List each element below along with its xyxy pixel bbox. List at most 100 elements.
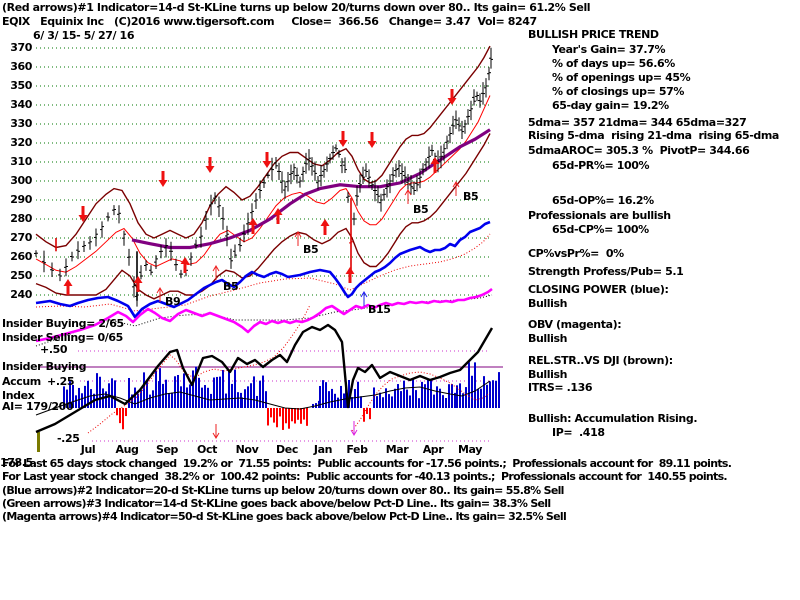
date-range: 6/ 3/ 15- 5/ 27/ 16 bbox=[33, 29, 135, 42]
right-panel-line-12: 65d-CP%= 100% bbox=[552, 223, 649, 236]
signal-arrow-up bbox=[63, 279, 73, 286]
left-label-7: AI= 179/200 bbox=[2, 400, 74, 413]
right-panel-line-3: % of openings up= 45% bbox=[552, 71, 691, 84]
signal-arrow-up bbox=[345, 267, 355, 274]
y-axis-label-300: 300 bbox=[10, 174, 32, 187]
right-panel-line-23: IP= .418 bbox=[552, 426, 605, 439]
y-axis-label-260: 260 bbox=[10, 250, 32, 263]
signal-arrow-down bbox=[367, 141, 377, 148]
b-signal-label-0: B9 bbox=[165, 295, 181, 308]
obv-line bbox=[35, 287, 493, 343]
month-label-aug: Aug bbox=[115, 443, 139, 456]
right-panel-line-7: Rising 5-dma rising 21-dma rising 65-dma bbox=[528, 129, 779, 142]
right-panel-line-22: Bullish: Accumulation Rising. bbox=[528, 412, 698, 425]
month-label-jul: Jul bbox=[80, 443, 96, 456]
signal-arrow-down bbox=[78, 215, 88, 222]
left-label-6: Index bbox=[2, 389, 35, 402]
right-panel-line-16: Bullish bbox=[528, 297, 568, 310]
month-label-may: May bbox=[457, 443, 482, 456]
relative-strength-line bbox=[35, 323, 494, 434]
y-axis-label-360: 360 bbox=[10, 60, 32, 73]
footer-65day-summary: For Last 65 days stock changed 19.2% or … bbox=[2, 457, 732, 470]
footer-overlay-number: 178.5 bbox=[0, 456, 33, 469]
closing-power-line bbox=[35, 220, 491, 319]
signal-arrow-up bbox=[180, 257, 190, 264]
y-axis-label-370: 370 bbox=[10, 41, 32, 54]
y-axis-label-330: 330 bbox=[10, 117, 32, 130]
right-panel-line-15: CLOSING POWER (blue): bbox=[528, 283, 669, 296]
right-panel-line-18: Bullish bbox=[528, 332, 568, 345]
right-panel-line-14: Strength Profess/Pub= 5.1 bbox=[528, 265, 684, 278]
indicator-4-description: (Magenta arrows)#4 Indicator=50-d St-KLi… bbox=[2, 510, 567, 523]
left-label-4: Accum bbox=[2, 375, 41, 388]
signal-arrow-up bbox=[273, 208, 283, 215]
left-label-2: +.50 bbox=[40, 343, 68, 356]
signal-arrow-up bbox=[133, 276, 143, 283]
rs-average-dotted-line-a bbox=[87, 304, 311, 434]
signal-arrow-down bbox=[338, 140, 348, 147]
right-panel-line-9: 65d-PR%= 100% bbox=[552, 159, 650, 172]
signal-arrows bbox=[63, 89, 460, 439]
right-panel-line-6: 5dma= 357 21dma= 344 65dma=327 bbox=[528, 116, 747, 129]
65dma-line bbox=[131, 128, 491, 250]
y-axis-label-340: 340 bbox=[10, 98, 32, 111]
right-panel-line-17: OBV (magenta): bbox=[528, 318, 622, 331]
y-axis-label-240: 240 bbox=[10, 288, 32, 301]
accumulation-index-histogram bbox=[63, 362, 500, 430]
upper-band-line bbox=[35, 45, 491, 249]
month-label-apr: Apr bbox=[422, 443, 444, 456]
left-label-0: Insider Buying= 2/65 bbox=[2, 317, 124, 330]
right-panel-line-5: 65-day gain= 19.2% bbox=[552, 99, 669, 112]
right-panel-line-10: 65d-OP%= 16.2% bbox=[552, 194, 654, 207]
right-panel-line-1: Year's Gain= 37.7% bbox=[552, 43, 666, 56]
right-panel-line-19: REL.STR..VS DJI (brown): bbox=[528, 354, 673, 367]
signal-arrow-down bbox=[158, 180, 168, 187]
month-label-sep: Sep bbox=[155, 443, 179, 456]
signal-arrow-down bbox=[447, 98, 457, 105]
b-signal-label-1: B5 bbox=[223, 280, 239, 293]
y-axis-label-310: 310 bbox=[10, 155, 32, 168]
b-signal-label-3: B5 bbox=[413, 203, 429, 216]
left-label-3: Insider Buying bbox=[2, 360, 87, 373]
lower-band-line bbox=[35, 133, 491, 300]
closing-power-average-dotted bbox=[35, 233, 491, 312]
y-axis-label-280: 280 bbox=[10, 212, 32, 225]
indicator-2-description: (Blue arrows)#2 Indicator=20-d St-KLine … bbox=[2, 484, 564, 497]
pane-axis-tick bbox=[37, 432, 40, 452]
indicator-1-description: (Red arrows)#1 Indicator=14-d St-KLine t… bbox=[2, 1, 591, 14]
signal-arrow-up bbox=[320, 219, 330, 226]
right-panel-line-2: % of days up= 56.6% bbox=[552, 57, 675, 70]
right-panel-line-8: 5dmaAROC= 305.3 % PivotP= 344.66 bbox=[528, 144, 750, 157]
signal-arrow-down bbox=[205, 166, 215, 173]
right-panel-line-4: % of closings up= 57% bbox=[552, 85, 684, 98]
rs-average-dotted-line-b bbox=[351, 371, 491, 432]
left-label-5: +.25 bbox=[47, 375, 75, 388]
indicator-3-description: (Green arrows)#3 Indicator=14-d St-KLine… bbox=[2, 497, 551, 510]
month-label-jan: Jan bbox=[313, 443, 333, 456]
b-signal-label-4: B5 bbox=[463, 190, 479, 203]
b-signal-label-2: B5 bbox=[303, 243, 319, 256]
month-label-dec: Dec bbox=[276, 443, 298, 456]
y-axis-label-320: 320 bbox=[10, 136, 32, 149]
left-label-1: Insider Selling= 0/65 bbox=[2, 331, 123, 344]
footer-year-summary: For Last year stock changed 38.2% or 100… bbox=[2, 470, 728, 483]
y-axis-label-350: 350 bbox=[10, 79, 32, 92]
ai-moving-average-line bbox=[35, 380, 491, 416]
b-signal-label-5: B15 bbox=[368, 303, 391, 316]
signal-arrow-down bbox=[262, 161, 272, 168]
y-axis-label-290: 290 bbox=[10, 193, 32, 206]
y-axis-label-250: 250 bbox=[10, 269, 32, 282]
month-label-feb: Feb bbox=[346, 443, 368, 456]
right-panel-line-20: Bullish bbox=[528, 368, 568, 381]
y-axis-label-270: 270 bbox=[10, 231, 32, 244]
price-bars bbox=[34, 47, 493, 307]
signal-arrow-up bbox=[430, 157, 440, 164]
right-panel-line-21: ITRS= .136 bbox=[528, 381, 593, 394]
21dma-line bbox=[35, 95, 491, 273]
month-label-mar: Mar bbox=[385, 443, 409, 456]
left-label-8: -.25 bbox=[57, 432, 80, 445]
right-panel-line-0: BULLISH PRICE TREND bbox=[528, 28, 659, 41]
right-panel-line-11: Professionals are bullish bbox=[528, 209, 671, 222]
